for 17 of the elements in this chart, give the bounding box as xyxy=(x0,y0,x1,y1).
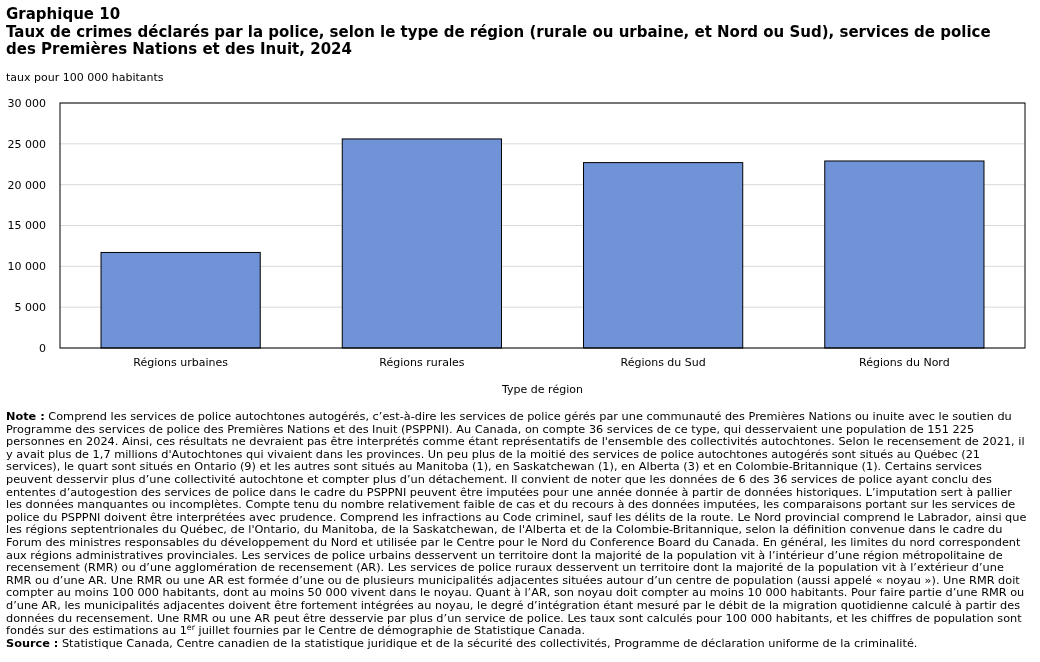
y-tick-label: 10 000 xyxy=(7,260,46,274)
x-axis-title: Type de région xyxy=(501,383,583,396)
chart-subtitle: Taux de crimes déclarés par la police, selon le type de région (rurale ou urbaine, et Nord ou Sud), services de police des Premières Nations et des Inuit, 2024 xyxy=(6,23,991,58)
y-tick-label: 30 000 xyxy=(7,96,46,110)
text: Note : Comprend les services de police autochtones autogérés, c’est-à-dire les services de police gérés par une communauté des Premières Nations ou inuite avec le soutien du Programme des services de police des Premières Nations et des Inuit (PSPPNI). Au Canada, on compte 36 services de ce type, qui desservaient une population de 151 225 personnes en 2024. Ainsi, ces résultats ne devraient pas être interprétés comme étant représentatifs de l'ensemble des collectivités autochtones. Selon le recensement de 2021, il y avait plus de 1,7 millions d'Autochtones qui vivaient dans les provinces. Un peu plus de la moitié des services de police autochtones autogérés sont situés au Québec (21 services), le quart sont situés en Ontario (9) et les autres sont situés au Manitoba (1), en Saskatchewan (1), en Alberta (3) et en Colombie-Britannique (1). Certains services peuvent desservir plus d’une collectivité autochtone et compter plus d’un détachement. Il convient de noter que les données de 6 des 36 services de police ayant conclu des ententes d’autogestion des services de police dans le cadre du PSPPNI peuvent être imputées pour une année donnée à partir de données historiques. L’imputation sert à pallier les données manquantes ou incomplètes. Compte tenu du nombre relativement faible de cas et du recours à des données imputées, les comparaisons portant sur les services de police du PSPPNI doivent être interprétées avec prudence. Comprend les infractions au Code criminel, sauf les délits de la route. Le Nord provincial comprend le Labrador, ainsi que les régions septentrionales du Québec, de l'Ontario, du Manitoba, de la Saskatchewan, de l'Alberta et de la Colombie-Britannique, selon la définition convenue dans le cadre du Forum des ministres responsables du développement du Nord et utilisée par le Centre pour le Nord du Conference Board du Canada. En général, les limites du nord correspondent aux régions administratives provinciales. Les services de police urbains desservent un territoire dont la majorité de la population vit à l’intérieur d’une région métropolitaine de recensement (RMR) ou d’une agglomération de recensement (AR). Les services de police ruraux desservent un territoire dont la majorité de la population vit à l’extérieur d’une RMR ou d’une AR. Une RMR ou une AR est formée d’une ou de plusieurs municipalités adjacentes situées autour d’un centre de population (aussi appelé « noyau »). Une RMR doit compter au moins 100 000 habitants, dont au moins 50 000 vivent dans le noyau. Quant à l’AR, son noyau doit compter au moins 10 000 habitants. Pour faire partie d’une RMR ou d’une AR, les municipalités adjacentes doivent être fortement intégrées au noyau, le degré d’intégration étant mesuré par le débit de la migration quotidienne calculé à partir des données du recensement. Une RMR ou une AR peut être desservie par plus d’un service de police. Les taux sont calculés pour 100 000 habitants, et les chiffres de population sont fondés sur des estimations au 1$^{er}$ juillet fournies par le Centre de démographie de Statistique Canada. xyxy=(6,410,1027,638)
y-tick-label: 15 000 xyxy=(7,219,46,233)
y-tick-label: 5 000 xyxy=(14,301,46,315)
y-tick-label: 0 xyxy=(39,341,46,355)
y-tick-label: 20 000 xyxy=(7,178,46,192)
chart-title: Graphique 10 xyxy=(6,5,121,23)
y-tick-label: 25 000 xyxy=(7,137,46,151)
x-tick-label: Régions du Nord xyxy=(859,356,950,369)
x-tick-label: Régions rurales xyxy=(379,356,465,369)
y-axis-title: taux pour 100 000 habitants xyxy=(6,71,164,84)
source-note: Source : Statistique Canada, Centre canadien de la statistique juridique et de la sécurité des collectivités, Programme de déclaration uniforme de la criminalité. xyxy=(6,636,918,650)
x-tick-label: Régions du Sud xyxy=(620,356,706,369)
x-tick-label: Régions urbaines xyxy=(133,356,229,369)
